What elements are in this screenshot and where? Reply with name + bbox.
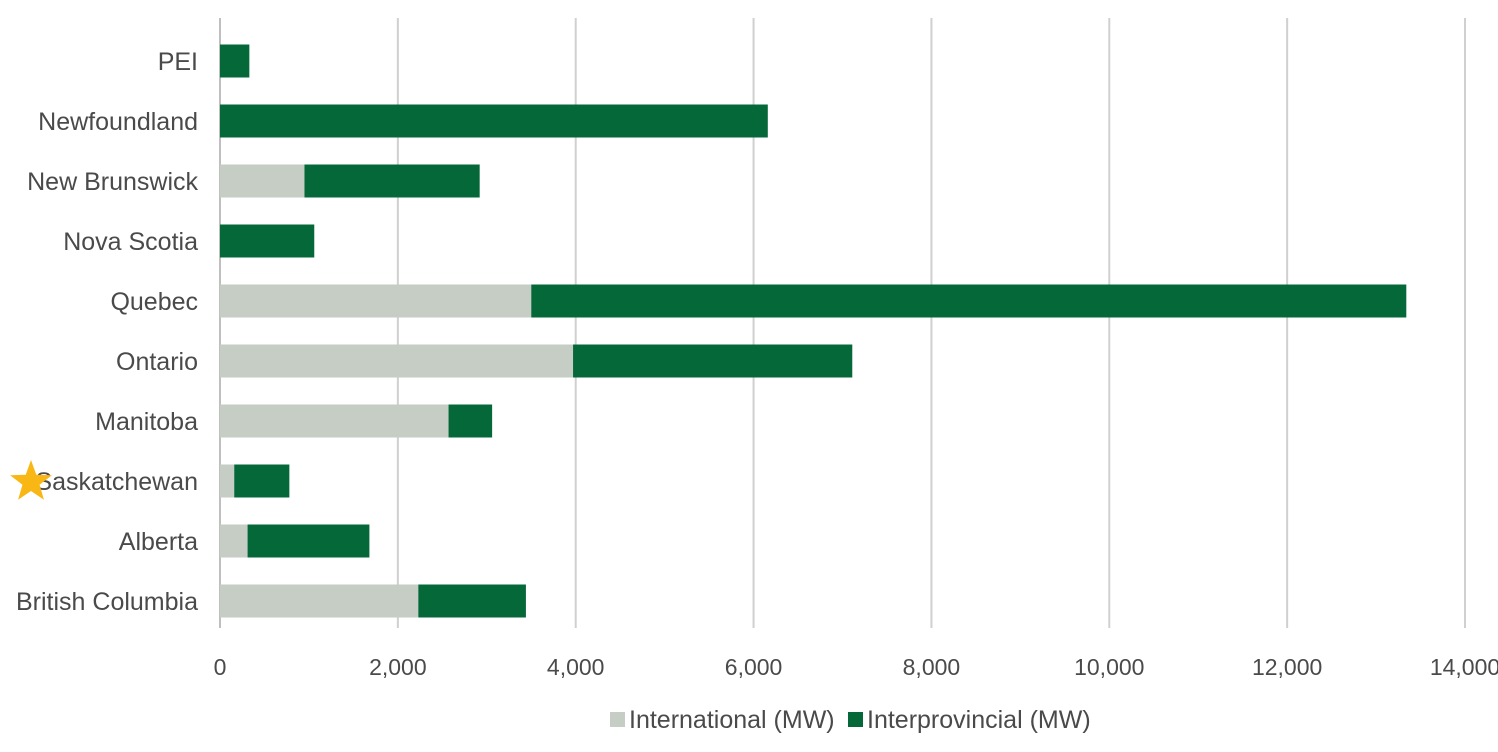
bar-segment-international bbox=[220, 404, 449, 438]
bar-segment-international bbox=[220, 344, 574, 378]
bars bbox=[220, 44, 1407, 618]
category-label: Ontario bbox=[116, 348, 198, 376]
legend-label-interprovincial: Interprovincial (MW) bbox=[867, 706, 1091, 734]
bar-segment-interprovincial bbox=[220, 104, 768, 138]
x-tick-label: 4,000 bbox=[547, 654, 605, 680]
category-label: Manitoba bbox=[95, 408, 198, 436]
x-axis-tick-labels: 0 2,000 4,000 6,000 8,000 10,000 12,000 14,000 bbox=[214, 654, 1498, 680]
x-tick-label: 0 bbox=[214, 654, 227, 680]
category-label: Newfoundland bbox=[38, 108, 198, 136]
category-label: Nova Scotia bbox=[63, 228, 198, 256]
bar-segment-international bbox=[220, 584, 419, 618]
bar-segment-interprovincial bbox=[573, 344, 853, 378]
legend-swatch-interprovincial bbox=[848, 712, 863, 727]
x-tick-label: 14,000 bbox=[1430, 654, 1498, 680]
x-tick-label: 10,000 bbox=[1074, 654, 1144, 680]
star-icon bbox=[10, 460, 52, 500]
category-label: New Brunswick bbox=[27, 168, 198, 196]
bar-segment-international bbox=[220, 284, 532, 318]
bar-segment-interprovincial bbox=[531, 284, 1407, 318]
bar-segment-international bbox=[220, 524, 248, 558]
legend-swatch-international bbox=[610, 712, 625, 727]
category-label: British Columbia bbox=[16, 588, 198, 616]
category-label: Alberta bbox=[119, 528, 198, 556]
bar-segment-international bbox=[220, 464, 235, 498]
bar-segment-interprovincial bbox=[247, 524, 370, 558]
x-tick-label: 12,000 bbox=[1252, 654, 1322, 680]
bar-segment-interprovincial bbox=[220, 44, 250, 78]
x-tick-label: 2,000 bbox=[369, 654, 427, 680]
category-label: PEI bbox=[158, 48, 198, 76]
bar-segment-interprovincial bbox=[220, 224, 315, 258]
x-tick-label: 6,000 bbox=[725, 654, 783, 680]
category-labels: PEI Newfoundland New Brunswick Nova Scotia Q… bbox=[10, 48, 198, 616]
legend: International (MW) Interprovincial (MW) bbox=[610, 706, 1091, 734]
bar-segment-interprovincial bbox=[234, 464, 290, 498]
x-tick-label: 8,000 bbox=[903, 654, 961, 680]
legend-label-international: International (MW) bbox=[629, 706, 835, 734]
category-label: Quebec bbox=[110, 288, 198, 316]
bar-segment-interprovincial bbox=[418, 584, 526, 618]
bar-segment-interprovincial bbox=[304, 164, 480, 198]
category-label: Saskatchewan bbox=[35, 468, 198, 496]
bar-segment-interprovincial bbox=[448, 404, 493, 438]
bar-segment-international bbox=[220, 164, 305, 198]
